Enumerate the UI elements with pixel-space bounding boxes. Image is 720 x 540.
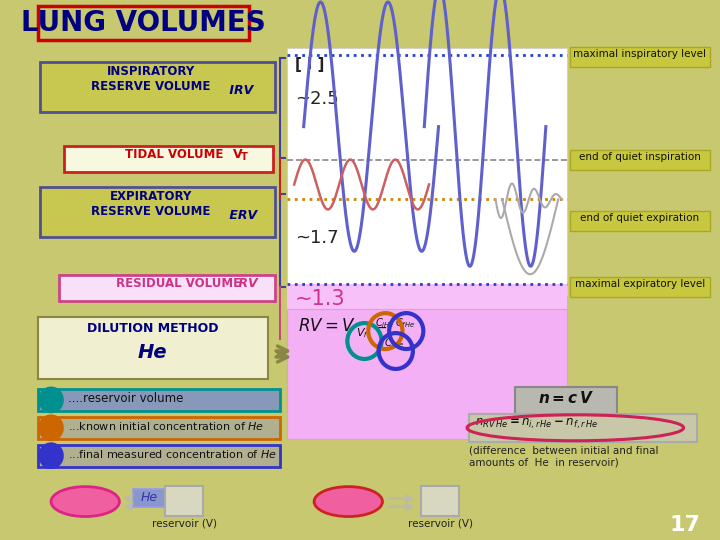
Text: RV: RV (74, 495, 96, 509)
Text: reservoir (V): reservoir (V) (151, 518, 217, 529)
FancyBboxPatch shape (570, 277, 710, 297)
FancyBboxPatch shape (40, 187, 275, 238)
Text: end of quiet expiration: end of quiet expiration (580, 213, 699, 224)
Text: V: V (233, 147, 242, 160)
Text: ....reservoir volume: ....reservoir volume (68, 392, 184, 405)
Text: $C_{iHe}$: $C_{iHe}$ (374, 316, 395, 330)
Text: INSPIRATORY
RESERVE VOLUME: INSPIRATORY RESERVE VOLUME (91, 65, 210, 93)
Text: $C_{fHe}$: $C_{fHe}$ (384, 336, 404, 350)
Text: (difference  between initial and final
amounts of  He  in reservoir): (difference between initial and final am… (469, 446, 658, 467)
Circle shape (40, 388, 63, 412)
Text: $\boldsymbol{n = c\,V}$: $\boldsymbol{n = c\,V}$ (538, 390, 594, 406)
Circle shape (40, 444, 63, 468)
Text: end of quiet inspiration: end of quiet inspiration (579, 152, 701, 161)
Ellipse shape (51, 487, 120, 517)
FancyBboxPatch shape (287, 48, 567, 295)
Text: He: He (140, 491, 158, 504)
Text: maximal expiratory level: maximal expiratory level (575, 279, 705, 289)
FancyBboxPatch shape (37, 317, 268, 379)
Text: $-$: $-$ (375, 320, 387, 334)
Text: ~2.5: ~2.5 (295, 90, 339, 108)
Ellipse shape (314, 487, 382, 517)
FancyBboxPatch shape (37, 389, 280, 411)
Text: ...final measured concentration of $He$: ...final measured concentration of $He$ (68, 448, 277, 460)
Text: RV: RV (234, 277, 258, 290)
Text: $c_{f_{He}}$: $c_{f_{He}}$ (42, 448, 60, 461)
FancyBboxPatch shape (469, 414, 697, 442)
Text: [ l ]: [ l ] (295, 57, 325, 72)
Text: ~1.7: ~1.7 (295, 230, 338, 247)
Text: ERV: ERV (225, 210, 257, 222)
FancyBboxPatch shape (37, 6, 248, 40)
Text: $\boldsymbol{n_{RV\,He}=n_{i,r\,He}-n_{f,r\,He}}$: $\boldsymbol{n_{RV\,He}=n_{i,r\,He}-n_{f… (474, 417, 598, 431)
Text: IRV: IRV (225, 84, 253, 97)
Text: LUNG VOLUMES: LUNG VOLUMES (21, 9, 266, 37)
Text: DILUTION METHOD: DILUTION METHOD (87, 322, 218, 335)
Text: reservoir (V): reservoir (V) (408, 518, 473, 529)
Text: EXPIRATORY
RESERVE VOLUME: EXPIRATORY RESERVE VOLUME (91, 191, 210, 219)
Circle shape (40, 416, 63, 440)
FancyBboxPatch shape (37, 445, 280, 467)
FancyBboxPatch shape (132, 489, 165, 507)
FancyBboxPatch shape (64, 146, 274, 172)
FancyBboxPatch shape (287, 309, 567, 439)
Text: He: He (138, 343, 168, 362)
FancyBboxPatch shape (570, 150, 710, 170)
Text: RV: RV (338, 495, 359, 509)
FancyBboxPatch shape (421, 485, 459, 516)
FancyBboxPatch shape (37, 417, 280, 439)
FancyBboxPatch shape (570, 47, 710, 67)
Text: maximal inspiratory level: maximal inspiratory level (573, 49, 706, 59)
FancyBboxPatch shape (58, 275, 275, 301)
Text: ...known initial concentration of $He$: ...known initial concentration of $He$ (68, 420, 264, 432)
Text: 17: 17 (670, 515, 701, 535)
Text: RESIDUAL VOLUME: RESIDUAL VOLUME (116, 277, 245, 290)
Text: T: T (241, 152, 248, 161)
Text: $V_r$: $V_r$ (44, 392, 58, 407)
Text: $V_r$: $V_r$ (356, 326, 369, 340)
Text: $RV = V$: $RV = V$ (298, 317, 356, 335)
FancyBboxPatch shape (515, 387, 617, 415)
FancyBboxPatch shape (165, 485, 203, 516)
FancyBboxPatch shape (570, 211, 710, 231)
Text: $C_{fHe}$: $C_{fHe}$ (395, 316, 415, 330)
FancyBboxPatch shape (40, 62, 275, 112)
Text: ~1.3: ~1.3 (295, 289, 346, 309)
Text: TIDAL VOLUME: TIDAL VOLUME (125, 147, 228, 160)
Text: $c_{i_{He}}$: $c_{i_{He}}$ (42, 420, 59, 433)
FancyBboxPatch shape (287, 284, 567, 342)
